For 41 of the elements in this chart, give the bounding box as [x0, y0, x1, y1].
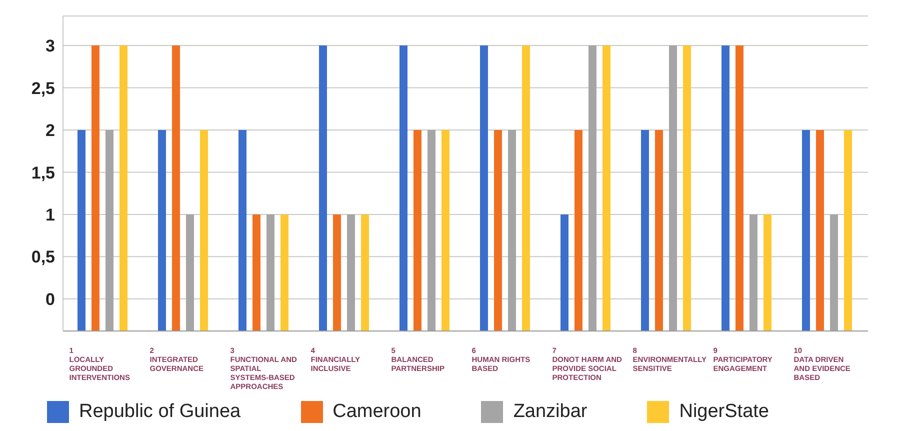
legend-label: Republic of Guinea — [78, 401, 241, 422]
bar — [238, 130, 246, 331]
bar — [654, 130, 663, 331]
bar — [560, 214, 568, 331]
bar — [802, 130, 810, 331]
bar — [721, 46, 730, 331]
bar — [816, 130, 824, 331]
bar — [522, 46, 530, 331]
bar — [158, 130, 166, 331]
legend-label: Zanzibar — [513, 401, 588, 422]
bar — [399, 46, 408, 331]
legend-label: NigerState — [679, 401, 770, 422]
bar — [735, 46, 744, 331]
y-tick-label: 1 — [46, 205, 55, 224]
bar — [480, 46, 488, 331]
bar — [280, 214, 288, 331]
bar — [763, 214, 772, 331]
bar — [574, 130, 582, 331]
bar — [252, 214, 260, 331]
y-tick-label: 3 — [46, 36, 55, 56]
bar — [360, 214, 369, 331]
bar — [682, 46, 691, 331]
bar — [172, 46, 180, 331]
bar — [494, 130, 502, 331]
y-tick-label: 0 — [46, 290, 55, 309]
y-tick-label: 2 — [46, 121, 55, 140]
bar — [413, 130, 422, 331]
bar — [640, 130, 649, 331]
y-tick-label: 0,5 — [31, 248, 55, 267]
bar — [91, 46, 100, 331]
bar — [844, 130, 852, 331]
bar — [77, 130, 86, 331]
bar — [119, 46, 128, 331]
bar — [200, 130, 208, 331]
bar — [441, 130, 450, 331]
y-tick-label: 1,5 — [31, 163, 55, 182]
bar — [318, 46, 327, 331]
legend-label: Cameroon — [332, 401, 422, 422]
bar — [602, 46, 610, 331]
bar — [332, 214, 341, 331]
y-tick-label: 2,5 — [31, 78, 55, 98]
